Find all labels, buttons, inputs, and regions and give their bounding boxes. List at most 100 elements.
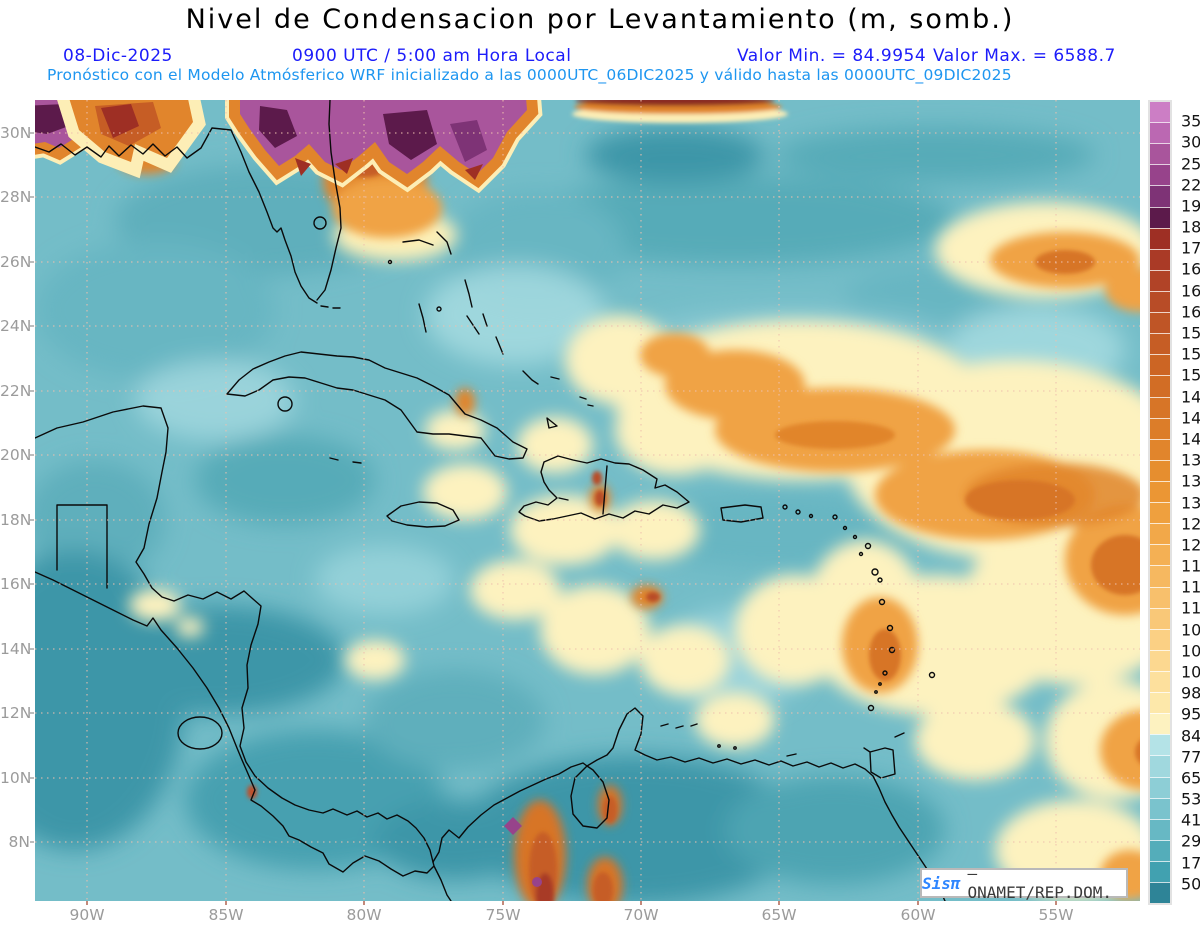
- y-axis-label: 22N: [0, 382, 32, 400]
- colorbar-segment: [1150, 375, 1170, 397]
- colorbar-segment: [1150, 333, 1170, 355]
- y-axis-tick: [30, 325, 34, 327]
- x-axis-label: 65W: [761, 906, 797, 924]
- y-axis-label: 10N: [0, 769, 32, 787]
- lake-nicaragua: [177, 716, 223, 750]
- coastline-central-america-pacific: [35, 571, 452, 901]
- colorbar-label: 650: [1181, 768, 1200, 788]
- colorbar-segment: [1150, 692, 1170, 714]
- y-axis-label: 14N: [0, 640, 32, 658]
- colorbar-label: 950: [1181, 704, 1200, 724]
- colorbar-label: 1265: [1181, 514, 1200, 534]
- colorbar-segment: [1150, 649, 1170, 671]
- y-axis-label: 26N: [0, 253, 32, 271]
- colorbar-segment: [1150, 502, 1170, 524]
- colorbar-segment: [1150, 227, 1170, 249]
- colorbar-segment: [1150, 396, 1170, 418]
- colorbar-label: 1405: [1181, 429, 1200, 449]
- coastline-florida-east: [316, 100, 342, 301]
- y-axis-label: 8N: [8, 833, 30, 851]
- y-axis-label: 16N: [0, 575, 32, 593]
- colorbar-label: 1195: [1181, 556, 1200, 576]
- bahamas-islands: [387, 231, 594, 429]
- colorbar-segment: [1150, 544, 1170, 566]
- florida-keys: [320, 305, 341, 309]
- colorbar-segment: [1150, 523, 1170, 545]
- coastline-puerto-rico: [720, 504, 764, 523]
- colorbar-label: 1160: [1181, 577, 1200, 597]
- y-axis-tick: [30, 519, 34, 521]
- purple-band: [35, 100, 788, 887]
- colorbar-label: 1650: [1181, 281, 1200, 301]
- map-canvas: [35, 100, 1140, 901]
- colorbar-segment: [1150, 628, 1170, 650]
- page-title: Nivel de Condensacion por Levantamiento …: [185, 4, 1015, 35]
- colorbar-segment: [1150, 248, 1170, 270]
- y-axis-label: 28N: [0, 188, 32, 206]
- y-axis-label: 18N: [0, 511, 32, 529]
- coastline-yucatan-central-america: [35, 405, 434, 863]
- colorbar-segment: [1150, 565, 1170, 587]
- colorbar-label: 1370: [1181, 450, 1200, 470]
- coastline-hispaniola: [518, 455, 690, 522]
- colorbar-label: 1300: [1181, 493, 1200, 512]
- y-axis-tick: [30, 390, 34, 392]
- y-axis-label: 24N: [0, 317, 32, 335]
- purple-spot-colombia: [504, 817, 522, 835]
- x-axis-label: 90W: [69, 906, 105, 924]
- colorbar: [1148, 100, 1172, 905]
- x-axis-tick: [502, 901, 504, 905]
- x-axis-label: 55W: [1038, 906, 1074, 924]
- y-axis-tick: [30, 454, 34, 456]
- colorbar-segment: [1150, 734, 1170, 756]
- watermark-org: – ONAMET/REP.DOM.: [967, 864, 1113, 902]
- colorbar-segment: [1150, 438, 1170, 460]
- y-axis-tick: [30, 583, 34, 585]
- colorbar-label: 3000: [1181, 132, 1200, 152]
- header-time: 0900 UTC / 5:00 am Hora Local: [292, 46, 572, 66]
- x-axis-tick: [640, 901, 642, 905]
- lesser-antilles: [660, 504, 936, 779]
- colorbar-segment: [1150, 143, 1170, 165]
- colorbar-segment: [1150, 882, 1170, 904]
- border-guatemala-belize: [56, 504, 108, 589]
- colorbar-label: 1125: [1181, 598, 1200, 618]
- colorbar-label: 410: [1181, 810, 1200, 830]
- colorbar-segment: [1150, 290, 1170, 313]
- y-axis-tick: [30, 712, 34, 714]
- cayman-islands: [329, 457, 362, 464]
- colorbar-segment: [1150, 102, 1170, 123]
- colorbar-segment: [1150, 122, 1170, 144]
- colorbar-label: 1545: [1181, 344, 1200, 364]
- colorbar-label: 170: [1181, 853, 1200, 873]
- colorbar-label: 1475: [1181, 387, 1200, 407]
- gonave-island: [558, 497, 569, 501]
- colorbar-segment: [1150, 354, 1170, 376]
- header-date: 08-Dic-2025: [63, 46, 173, 66]
- y-axis-label: 30N: [0, 124, 32, 142]
- grid-lines: [35, 100, 1140, 901]
- x-axis-label: 60W: [900, 906, 936, 924]
- x-axis-tick: [778, 901, 780, 905]
- colorbar-segment: [1150, 417, 1170, 439]
- colorbar-segment: [1150, 269, 1170, 291]
- colorbar-segment: [1150, 713, 1170, 735]
- colorbar-label: 1685: [1181, 259, 1200, 279]
- colorbar-segment: [1150, 860, 1170, 883]
- colorbar-label: 1230: [1181, 535, 1200, 555]
- colorbar-segment: [1150, 586, 1170, 608]
- colorbar-segment: [1150, 164, 1170, 186]
- y-axis-label: 12N: [0, 704, 32, 722]
- y-axis-tick: [30, 261, 34, 263]
- colorbar-segment: [1150, 797, 1170, 819]
- colorbar-segment: [1150, 818, 1170, 840]
- lake-okeechobee: [313, 216, 327, 230]
- colorbar-segment: [1150, 480, 1170, 503]
- colorbar-label: 1440: [1181, 408, 1200, 428]
- x-axis-label: 85W: [208, 906, 244, 924]
- header-forecast: Pronóstico con el Modelo Atmósferico WRF…: [47, 66, 1012, 84]
- colorbar-label: 840: [1181, 726, 1200, 746]
- isla-juventud: [277, 396, 293, 412]
